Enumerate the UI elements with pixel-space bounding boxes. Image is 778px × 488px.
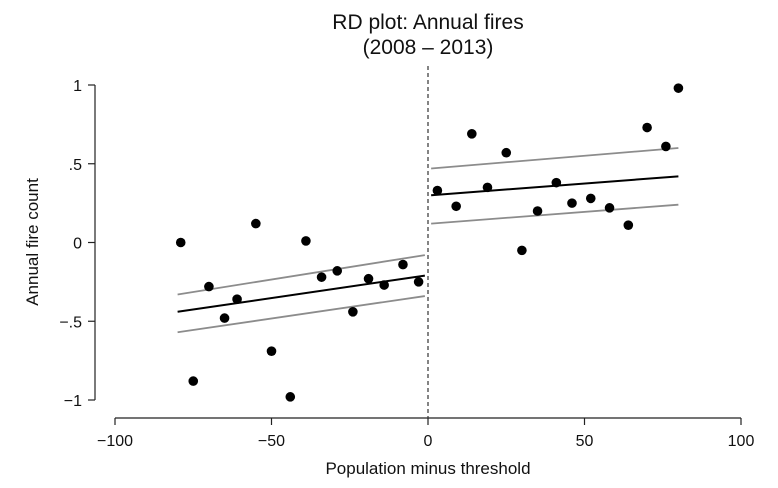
data-point [623, 220, 634, 230]
data-point [188, 376, 199, 386]
x-tick-label: 0 [424, 433, 433, 450]
y-tick-label: .5 [69, 157, 82, 174]
plot-area: 1 .5 0 −.5 −1 −100 −50 0 50 100 [59, 66, 754, 450]
data-point [604, 203, 615, 213]
data-point [285, 392, 296, 402]
data-point [348, 307, 358, 317]
data-point [567, 198, 577, 208]
data-point [316, 272, 327, 282]
ci-upper-left [177, 254, 426, 296]
fit-line-left [177, 274, 426, 313]
y-tick-label: 1 [73, 78, 82, 95]
x-tick-label: −100 [97, 433, 133, 450]
data-point [232, 294, 242, 305]
chart-subtitle: (2008 – 2013) [363, 36, 494, 59]
data-point [379, 280, 389, 290]
data-point [673, 83, 684, 93]
ci-lower-right [431, 203, 679, 225]
x-tick-label: −50 [258, 433, 285, 450]
data-point [266, 346, 277, 356]
ci-lower-left [177, 295, 426, 334]
y-tick-label: −1 [64, 393, 82, 410]
data-point [451, 201, 461, 212]
data-point [204, 281, 214, 292]
y-tick-label: 0 [73, 236, 82, 253]
data-point [251, 218, 261, 229]
y-axis-title: Annual fire count [23, 178, 42, 306]
chart-title: RD plot: Annual fires [332, 11, 523, 34]
data-point [585, 193, 596, 204]
y-tick-label: −.5 [59, 314, 82, 331]
data-point [413, 277, 424, 287]
ci-upper-right [431, 147, 679, 170]
data-point [301, 236, 311, 246]
x-tick-label: 50 [576, 433, 594, 450]
data-point [398, 259, 408, 270]
data-point [219, 313, 230, 323]
data-point [467, 129, 477, 139]
x-axis-title: Population minus threshold [325, 459, 530, 478]
data-point [661, 141, 671, 152]
data-point [363, 273, 374, 284]
data-point [501, 147, 512, 158]
data-point [532, 206, 543, 216]
data-point [642, 122, 652, 133]
data-point [175, 237, 186, 248]
data-point [551, 177, 562, 188]
data-point [482, 182, 493, 193]
data-point [517, 245, 527, 256]
data-point [332, 266, 343, 276]
data-point [432, 185, 443, 196]
x-tick-label: 100 [728, 433, 755, 450]
